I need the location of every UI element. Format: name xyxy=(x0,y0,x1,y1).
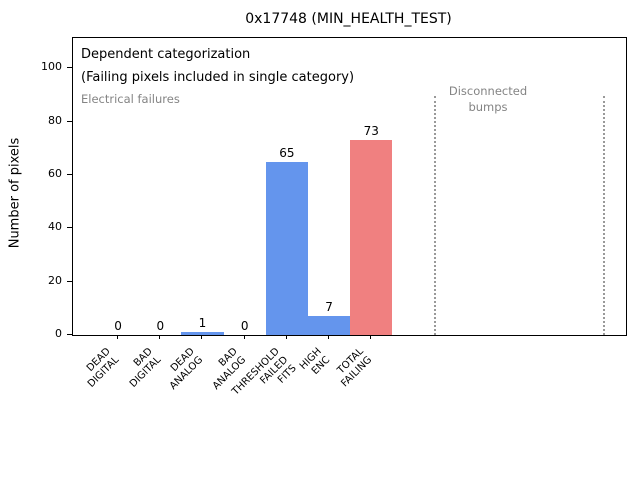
bar-value-label-threshold-failed-fits: 65 xyxy=(279,145,295,160)
bar-threshold-failed-fits xyxy=(265,161,308,335)
y-tick-label: 40 xyxy=(48,220,62,234)
x-tick xyxy=(117,335,119,339)
annotation-failing-pixels-note: (Failing pixels included in single categ… xyxy=(81,70,355,85)
bar-high-enc xyxy=(307,316,351,335)
bar-value-label-bad-analog: 0 xyxy=(240,319,249,333)
separator-dotted-line xyxy=(434,96,437,335)
bar-value-label-high-enc: 7 xyxy=(325,300,333,315)
x-tick xyxy=(328,335,330,339)
y-tick xyxy=(67,227,72,229)
y-tick-label: 0 xyxy=(55,327,62,340)
bar-value-label-bad-digital: 0 xyxy=(156,319,165,333)
y-tick-label: 80 xyxy=(48,113,62,127)
y-tick-label: 20 xyxy=(48,273,62,287)
annotation-electrical-failures: Electrical failures xyxy=(81,92,180,106)
bar-dead-analog xyxy=(181,332,224,335)
bar-total-failing xyxy=(350,140,393,335)
bar-value-label-total-failing: 73 xyxy=(363,124,379,139)
y-tick xyxy=(67,173,72,175)
bar-value-label-dead-digital: 0 xyxy=(114,319,122,333)
y-tick-label: 100 xyxy=(41,60,62,74)
y-tick-label: 60 xyxy=(48,166,62,180)
chart-title: 0x17748 (MIN_HEALTH_TEST) xyxy=(245,11,452,27)
separator-dotted-line xyxy=(603,96,606,335)
annotation-dependent-categorization: Dependent categorization xyxy=(81,47,251,62)
x-tick xyxy=(370,335,372,339)
y-tick xyxy=(67,334,72,335)
bar-value-label-dead-analog: 1 xyxy=(198,316,207,331)
annotation-disconnected-bumps: Disconnected bumps xyxy=(448,84,528,114)
y-tick xyxy=(67,120,72,122)
y-tick xyxy=(67,280,72,282)
x-tick xyxy=(159,335,161,339)
y-tick xyxy=(67,67,72,69)
plot-area: Dependent categorization (Failing pixels… xyxy=(72,37,627,336)
x-tick xyxy=(285,335,287,339)
x-tick xyxy=(243,335,245,339)
x-tick xyxy=(201,335,203,339)
